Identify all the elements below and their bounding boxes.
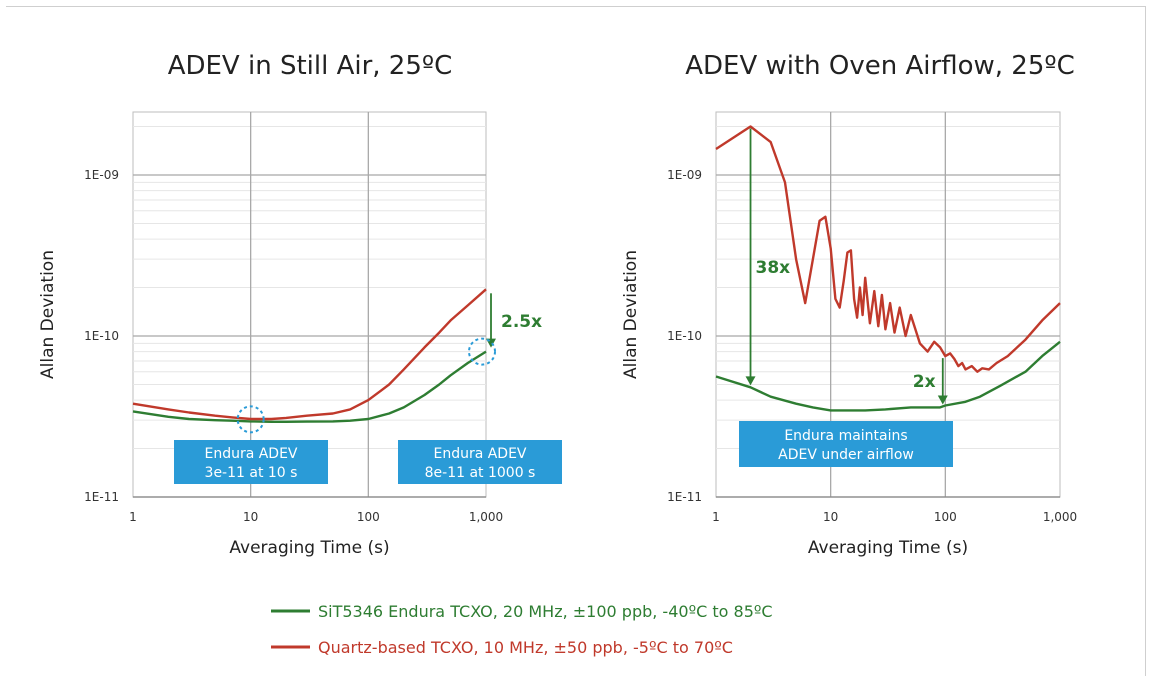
y-axis-label: Allan Deviation [38, 250, 58, 379]
x-tick-label: 10 [823, 510, 838, 524]
x-tick-label: 1 [129, 510, 137, 524]
x-axis-label: Averaging Time (s) [808, 538, 968, 558]
callout-box-1000s [398, 440, 562, 484]
x-tick-label: 1,000 [469, 510, 503, 524]
y-tick-label: 1E-09 [667, 168, 702, 182]
ratio-arrow-2x-head [937, 395, 948, 405]
y-tick-label: 1E-09 [84, 168, 119, 182]
callout-box-10s-line1: Endura ADEV [204, 446, 297, 462]
legend: SiT5346 Endura TCXO, 20 MHz, ±100 ppb, -… [271, 602, 773, 657]
callout-box-1000s-line2: 8e-11 at 1000 s [425, 465, 536, 481]
ratio-label: 2.5x [501, 312, 542, 332]
series-line-quartz [715, 125, 1061, 373]
x-tick-label: 100 [934, 510, 957, 524]
y-tick-label: 1E-10 [84, 329, 119, 343]
y-tick-label: 1E-11 [84, 490, 119, 504]
x-tick-label: 1 [712, 510, 720, 524]
ratio-label-2x: 2x [913, 372, 936, 392]
endura-marker-1000s [468, 337, 496, 366]
figure-frame [6, 6, 1146, 676]
endura-marker-10s [236, 405, 265, 434]
callout-box-airflow [739, 421, 953, 467]
x-axis-label: Averaging Time (s) [229, 538, 389, 558]
callout-box-1000s-line1: Endura ADEV [433, 446, 526, 462]
chart-title: ADEV with Oven Airflow, 25ºC [685, 51, 1075, 81]
x-tick-label: 100 [357, 510, 380, 524]
y-tick-label: 1E-11 [667, 490, 702, 504]
chart-1: ADEV in Still Air, 25ºC 1 10 100 1,000 1E-09 1… [38, 51, 562, 558]
ratio-label-38x: 38x [756, 258, 791, 278]
legend-label: Quartz-based TCXO, 10 MHz, ±50 ppb, -5ºC… [318, 638, 733, 657]
chart-title: ADEV in Still Air, 25ºC [168, 51, 453, 81]
x-tick-label: 10 [243, 510, 258, 524]
plot-area [132, 111, 487, 498]
callout-box-airflow-line1: Endura maintains [784, 428, 907, 444]
legend-label: SiT5346 Endura TCXO, 20 MHz, ±100 ppb, -… [318, 602, 773, 621]
chart-2: ADEV with Oven Airflow, 25ºC 1 10 100 1,000 1… [621, 51, 1077, 558]
callout-box-10s [174, 440, 328, 484]
y-tick-label: 1E-10 [667, 329, 702, 343]
series-line-quartz [132, 288, 487, 421]
series-line-endura [132, 350, 487, 423]
y-axis-label: Allan Deviation [621, 250, 641, 379]
callout-box-airflow-line2: ADEV under airflow [778, 447, 914, 463]
x-tick-label: 1,000 [1043, 510, 1077, 524]
ratio-arrow-38x-head [745, 376, 756, 386]
series-line-endura [715, 340, 1061, 412]
callout-box-10s-line2: 3e-11 at 10 s [205, 465, 298, 481]
